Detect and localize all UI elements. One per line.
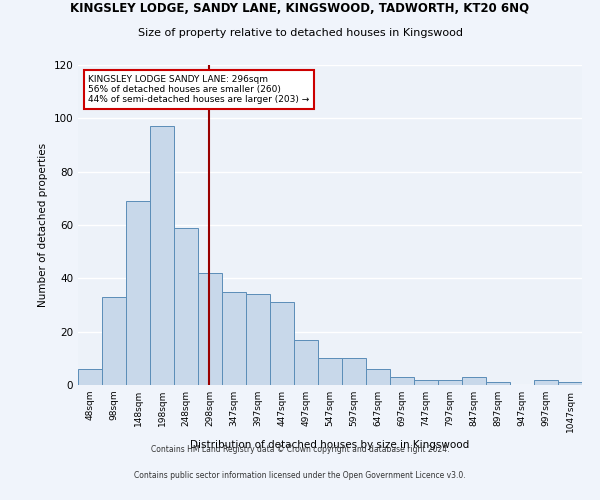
Bar xyxy=(270,302,294,385)
Bar xyxy=(246,294,270,385)
Bar xyxy=(174,228,198,385)
Bar xyxy=(294,340,318,385)
Bar xyxy=(534,380,558,385)
Bar xyxy=(462,377,486,385)
Bar xyxy=(390,377,414,385)
Y-axis label: Number of detached properties: Number of detached properties xyxy=(38,143,48,307)
Bar xyxy=(126,201,150,385)
Bar xyxy=(150,126,174,385)
Bar xyxy=(222,292,246,385)
Bar xyxy=(318,358,342,385)
Text: KINGSLEY LODGE, SANDY LANE, KINGSWOOD, TADWORTH, KT20 6NQ: KINGSLEY LODGE, SANDY LANE, KINGSWOOD, T… xyxy=(70,2,530,16)
Bar xyxy=(198,273,222,385)
Bar xyxy=(558,382,582,385)
Bar xyxy=(102,297,126,385)
Text: Contains HM Land Registry data © Crown copyright and database right 2024.: Contains HM Land Registry data © Crown c… xyxy=(151,446,449,454)
Bar xyxy=(486,382,510,385)
Bar xyxy=(438,380,462,385)
Bar xyxy=(78,369,102,385)
Bar xyxy=(342,358,366,385)
X-axis label: Distribution of detached houses by size in Kingswood: Distribution of detached houses by size … xyxy=(190,440,470,450)
Text: Contains public sector information licensed under the Open Government Licence v3: Contains public sector information licen… xyxy=(134,470,466,480)
Bar xyxy=(366,369,390,385)
Bar xyxy=(414,380,438,385)
Text: KINGSLEY LODGE SANDY LANE: 296sqm
56% of detached houses are smaller (260)
44% o: KINGSLEY LODGE SANDY LANE: 296sqm 56% of… xyxy=(88,74,310,104)
Text: Size of property relative to detached houses in Kingswood: Size of property relative to detached ho… xyxy=(137,28,463,38)
